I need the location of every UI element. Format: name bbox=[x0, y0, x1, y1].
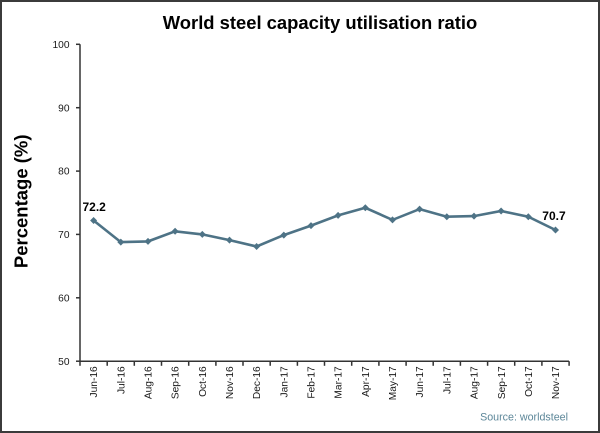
svg-text:70: 70 bbox=[58, 230, 70, 241]
svg-text:May-17: May-17 bbox=[388, 366, 399, 400]
svg-text:Percentage (%): Percentage (%) bbox=[11, 134, 32, 268]
svg-text:Nov-17: Nov-17 bbox=[551, 366, 562, 399]
svg-text:Sep-17: Sep-17 bbox=[497, 366, 508, 399]
svg-text:Mar-17: Mar-17 bbox=[334, 366, 345, 399]
svg-text:Sep-16: Sep-16 bbox=[171, 366, 182, 399]
svg-text:Oct-17: Oct-17 bbox=[524, 366, 535, 397]
svg-text:Oct-16: Oct-16 bbox=[198, 366, 209, 397]
svg-text:70.7: 70.7 bbox=[542, 209, 566, 223]
svg-text:Dec-16: Dec-16 bbox=[252, 366, 263, 399]
svg-text:90: 90 bbox=[58, 103, 70, 114]
svg-text:World steel capacity utilisati: World steel capacity utilisation ratio bbox=[163, 12, 477, 33]
svg-text:Apr-17: Apr-17 bbox=[361, 366, 372, 397]
svg-text:80: 80 bbox=[58, 167, 70, 178]
svg-text:Aug-17: Aug-17 bbox=[470, 366, 481, 399]
svg-text:Nov-16: Nov-16 bbox=[225, 366, 236, 399]
svg-text:Jul-16: Jul-16 bbox=[116, 366, 127, 394]
svg-text:Feb-17: Feb-17 bbox=[307, 366, 318, 399]
svg-text:Jun-16: Jun-16 bbox=[89, 366, 100, 397]
svg-text:Jan-17: Jan-17 bbox=[279, 366, 290, 397]
svg-text:60: 60 bbox=[58, 293, 70, 304]
svg-text:Aug-16: Aug-16 bbox=[144, 366, 155, 399]
svg-text:Jul-17: Jul-17 bbox=[442, 366, 453, 394]
svg-text:Source: worldsteel: Source: worldsteel bbox=[480, 412, 568, 424]
svg-text:100: 100 bbox=[53, 40, 70, 51]
svg-text:Jun-17: Jun-17 bbox=[415, 366, 426, 397]
svg-text:50: 50 bbox=[58, 357, 70, 368]
svg-text:72.2: 72.2 bbox=[83, 200, 107, 214]
